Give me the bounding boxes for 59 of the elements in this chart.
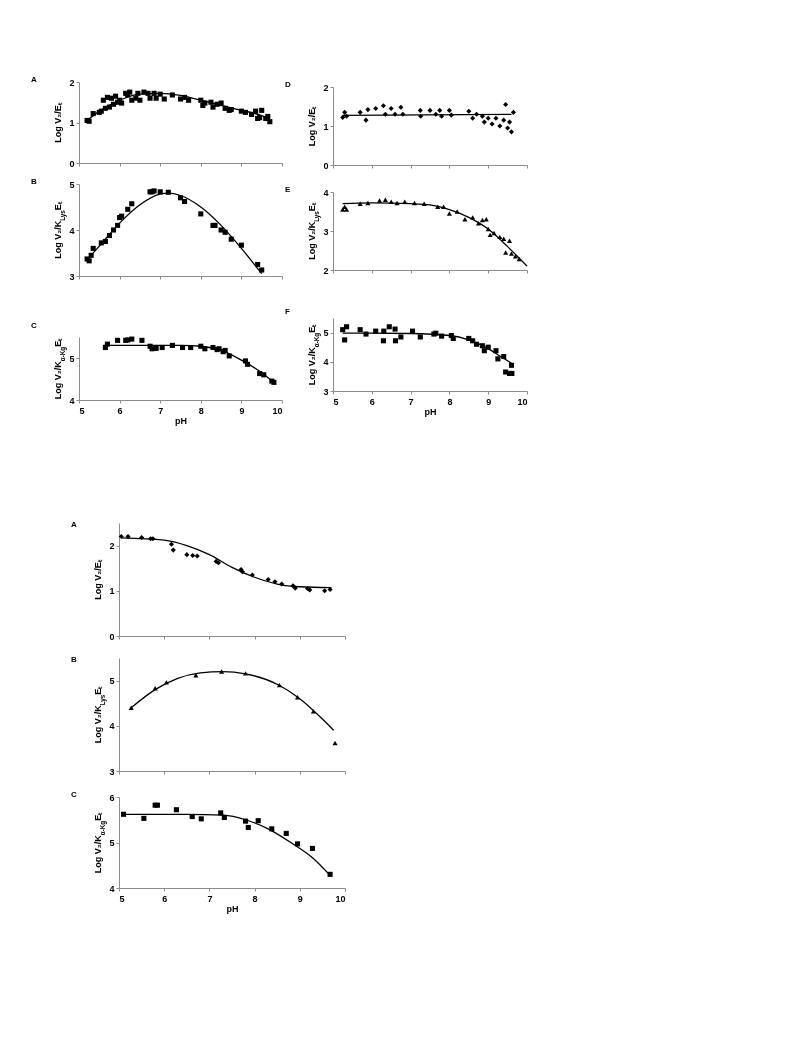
y-tick-label: 2 [109,541,115,552]
y-tick-label: 2 [323,82,329,93]
x-tick-label: 8 [198,405,204,416]
chart-title: D [285,80,291,89]
y-tick-label: 4 [323,357,329,368]
chart-title: A [71,520,77,529]
x-tick-label: 10 [272,405,283,416]
y-tick-label: 5 [69,179,75,190]
x-axis-title: pH [424,406,437,417]
x-tick-label: 6 [117,405,123,416]
x-tick-label: 8 [252,893,258,904]
y-tick-label: 4 [323,187,329,198]
x-tick-label: 5 [79,405,85,416]
x-tick-label: 9 [486,396,492,407]
y-tick-label: 0 [69,158,75,169]
y-tick-label: 1 [109,586,115,597]
y-tick-label: 3 [109,766,115,777]
x-tick-label: 5 [333,396,339,407]
y-tick-label: 5 [109,676,115,687]
x-tick-label: 9 [239,405,245,416]
y-tick-label: 0 [109,631,115,642]
x-tick-label: 7 [408,396,414,407]
x-tick-label: 8 [447,396,453,407]
chart-title: A [31,75,37,84]
chart-title: B [31,177,37,186]
x-axis-title: pH [226,903,239,914]
x-tick-label: 7 [158,405,164,416]
chart-title: F [285,307,290,317]
y-tick-label: 3 [323,226,329,237]
chart-title: E [285,185,291,194]
y-tick-label: 3 [323,386,329,397]
y-tick-label: 0 [323,160,329,171]
chart-title: C [71,790,77,799]
y-tick-label: 5 [69,353,75,364]
x-tick-label: 5 [119,893,125,904]
x-tick-label: 7 [207,893,213,904]
x-tick-label: 9 [297,893,303,904]
y-tick-label: 1 [69,118,75,128]
x-tick-label: 10 [335,893,346,904]
chart-title: C [31,321,37,331]
y-tick-label: 6 [109,792,115,803]
chart-title: B [71,655,77,664]
y-tick-label: 1 [323,121,329,132]
y-axis-title: Log V₂/Eₜ [93,559,104,600]
x-tick-label: 10 [517,396,528,407]
y-tick-label: 4 [109,883,115,894]
x-axis-title: pH [175,415,187,426]
y-tick-label: 5 [323,328,329,339]
y-tick-label: 4 [69,225,75,236]
y-axis-title: Log V₂/Eₜ [53,102,64,143]
y-tick-label: 4 [69,395,75,406]
x-tick-label: 6 [369,396,375,407]
y-tick-label: 3 [69,271,75,282]
y-tick-label: 4 [109,721,115,732]
y-tick-label: 2 [323,265,329,276]
x-tick-label: 6 [162,893,168,904]
y-tick-label: 2 [69,77,75,88]
y-axis-title: Log V₂/Eₜ [307,105,318,147]
y-tick-label: 5 [109,838,115,848]
